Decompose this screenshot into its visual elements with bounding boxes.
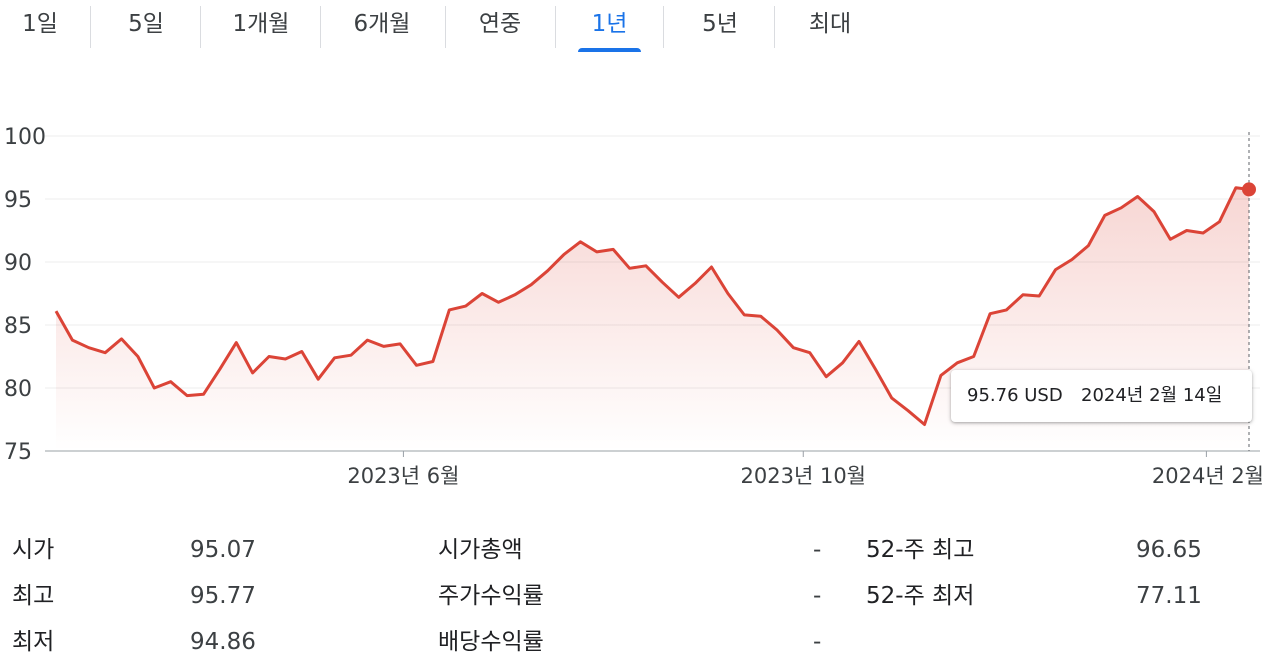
tab-1-year[interactable]: 1년 <box>578 0 641 52</box>
x-tick-label: 2023년 10월 <box>741 464 866 488</box>
tab-divider <box>90 6 91 48</box>
stat-mktcap-value: - <box>813 537 822 563</box>
tooltip-date: 2024년 2월 14일 <box>1081 385 1223 406</box>
stat-52w-low-label: 52-주 최저 <box>866 583 975 609</box>
stat-open-value: 95.07 <box>190 537 256 563</box>
stat-52w-high-label: 52-주 최고 <box>866 537 975 563</box>
price-chart[interactable]: 75 80 85 90 95 100 2023년 6월 2023년 10월 2024년 2월 <box>0 110 1280 500</box>
stat-high-label: 최고 <box>12 583 55 609</box>
tab-5-year[interactable]: 5년 <box>702 11 738 37</box>
stat-low-value: 94.86 <box>190 629 256 655</box>
tab-divider <box>445 6 446 48</box>
stat-div-value: - <box>813 629 822 655</box>
stat-52w-low-value: 77.11 <box>1136 583 1202 609</box>
range-tabs: 1일 5일 1개월 6개월 연중 1년 5년 최대 <box>0 0 1280 58</box>
x-tick-label: 2023년 6월 <box>347 464 459 488</box>
tab-divider <box>663 6 664 48</box>
key-stats-table: 시가 95.07 최고 95.77 최저 94.86 시가총액 - 주가수익률 … <box>0 525 1280 668</box>
stat-high-value: 95.77 <box>190 583 256 609</box>
hover-tooltip: 95.76 USD 2024년 2월 14일 <box>951 370 1252 422</box>
tab-divider <box>200 6 201 48</box>
stat-pe-value: - <box>813 583 822 609</box>
x-tick-label: 2024년 2월 <box>1152 464 1264 488</box>
y-tick-label: 95 <box>4 188 32 213</box>
tab-6-month[interactable]: 6개월 <box>353 11 411 37</box>
tab-ytd[interactable]: 연중 <box>478 11 522 37</box>
stat-div-label: 배당수익률 <box>438 629 544 655</box>
tab-divider <box>555 6 556 48</box>
tab-5-day[interactable]: 5일 <box>128 11 164 37</box>
stat-low-label: 최저 <box>12 629 55 655</box>
tooltip-price: 95.76 USD <box>967 385 1063 406</box>
tab-divider <box>320 6 321 48</box>
tab-max[interactable]: 최대 <box>808 11 852 37</box>
tab-divider <box>774 6 775 48</box>
y-tick-label: 90 <box>4 251 32 276</box>
price-line <box>54 186 1250 426</box>
tab-1-day[interactable]: 1일 <box>22 11 58 37</box>
y-tick-label: 80 <box>4 377 32 402</box>
y-tick-label: 100 <box>4 125 46 150</box>
x-axis-ticks: 2023년 6월 2023년 10월 2024년 2월 <box>347 451 1264 488</box>
stat-pe-label: 주가수익률 <box>438 583 544 609</box>
stat-mktcap-label: 시가총액 <box>438 537 523 563</box>
hover-point <box>1242 182 1256 197</box>
y-tick-label: 75 <box>4 440 32 465</box>
stat-52w-high-value: 96.65 <box>1136 537 1202 563</box>
tab-1-month[interactable]: 1개월 <box>232 11 290 37</box>
price-area <box>56 187 1249 451</box>
y-tick-label: 85 <box>4 314 32 339</box>
stat-open-label: 시가 <box>12 537 55 563</box>
y-axis-labels: 75 80 85 90 95 100 <box>4 125 46 465</box>
